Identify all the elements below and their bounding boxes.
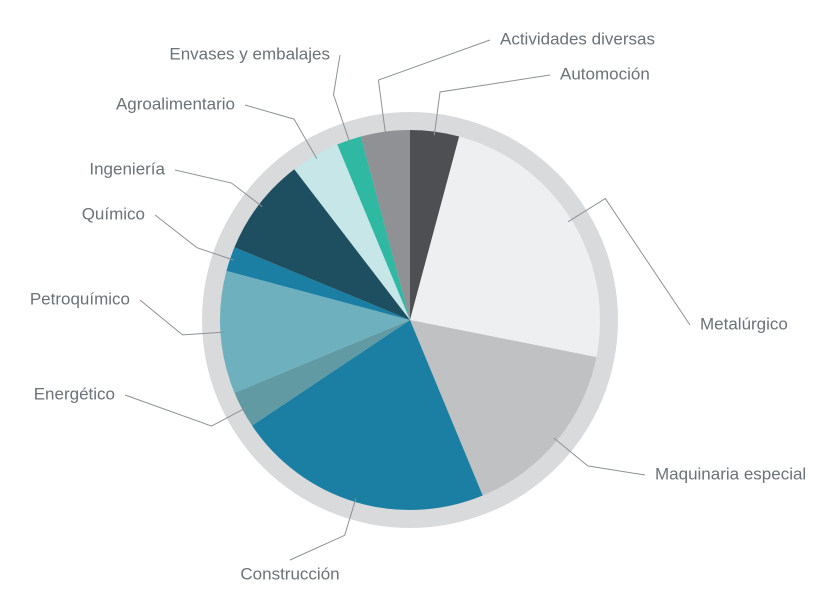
slice-label: Ingeniería (89, 159, 165, 178)
pie-chart-container: Automoción Metalúrgico Maquinaria especial… (0, 0, 840, 594)
slice-label: Agroalimentario (116, 94, 235, 113)
slice-label: Automoción (560, 64, 650, 83)
slice-label: Energético (34, 384, 115, 403)
slice-label: Maquinaria especial (655, 464, 806, 483)
slice-label: Metalúrgico (700, 314, 788, 333)
pie-chart-svg: Automoción Metalúrgico Maquinaria especial… (0, 0, 840, 594)
slice-label: Envases y embalajes (169, 44, 330, 63)
slice-label: Químico (82, 204, 145, 223)
slice-label: Construcción (240, 564, 339, 583)
slice-label: Actividades diversas (500, 29, 655, 48)
slice-label: Petroquímico (30, 289, 130, 308)
